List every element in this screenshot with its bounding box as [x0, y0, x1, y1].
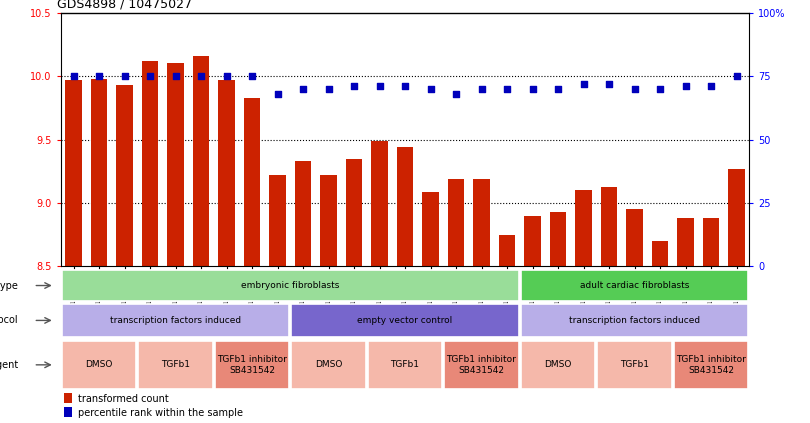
Point	[501, 85, 514, 92]
Point	[475, 85, 488, 92]
Point	[220, 73, 233, 80]
Bar	[295, 161, 311, 266]
Bar	[422, 192, 439, 266]
FancyBboxPatch shape	[368, 341, 442, 389]
Bar	[677, 218, 694, 266]
FancyBboxPatch shape	[292, 304, 518, 337]
Bar	[193, 56, 209, 266]
Text: cell type: cell type	[0, 280, 18, 291]
FancyBboxPatch shape	[62, 270, 518, 301]
Text: DMSO: DMSO	[315, 360, 342, 369]
Point	[577, 80, 590, 87]
Text: DMSO: DMSO	[544, 360, 572, 369]
Bar	[320, 175, 337, 266]
Point	[169, 73, 182, 80]
Bar	[116, 85, 133, 266]
Bar	[703, 218, 719, 266]
Text: transformed count: transformed count	[78, 394, 168, 404]
Text: TGFb1: TGFb1	[390, 360, 420, 369]
Bar	[66, 80, 82, 266]
FancyBboxPatch shape	[597, 341, 671, 389]
Point	[654, 85, 667, 92]
Point	[679, 83, 692, 90]
Bar	[448, 179, 464, 266]
Text: agent: agent	[0, 360, 18, 370]
Text: protocol: protocol	[0, 316, 18, 325]
Bar	[142, 61, 158, 266]
FancyBboxPatch shape	[674, 341, 748, 389]
Bar	[499, 235, 515, 266]
Bar	[91, 79, 107, 266]
Point	[450, 91, 463, 97]
Point	[373, 83, 386, 90]
Text: TGFb1 inhibitor
SB431542: TGFb1 inhibitor SB431542	[446, 355, 517, 374]
Point	[322, 85, 335, 92]
Text: empty vector control: empty vector control	[357, 316, 453, 325]
Bar	[550, 212, 566, 266]
Bar	[652, 241, 668, 266]
Point	[552, 85, 565, 92]
Bar	[397, 147, 413, 266]
Bar	[244, 98, 260, 266]
Point	[730, 73, 743, 80]
Point	[424, 85, 437, 92]
Text: GDS4898 / 10475027: GDS4898 / 10475027	[58, 0, 192, 10]
Text: percentile rank within the sample: percentile rank within the sample	[78, 408, 243, 418]
Bar	[575, 190, 592, 266]
Text: TGFb1 inhibitor
SB431542: TGFb1 inhibitor SB431542	[217, 355, 287, 374]
Bar	[269, 175, 286, 266]
Point	[92, 73, 105, 80]
Bar	[218, 80, 235, 266]
Point	[245, 73, 258, 80]
Bar	[473, 179, 490, 266]
FancyBboxPatch shape	[62, 341, 136, 389]
FancyBboxPatch shape	[521, 270, 748, 301]
Point	[271, 91, 284, 97]
Point	[705, 83, 718, 90]
Bar	[346, 159, 362, 266]
Bar	[371, 141, 388, 266]
Point	[347, 83, 360, 90]
Bar	[601, 187, 617, 266]
Point	[526, 85, 539, 92]
Point	[603, 80, 616, 87]
Text: embryonic fibroblasts: embryonic fibroblasts	[241, 281, 339, 290]
Point	[67, 73, 80, 80]
FancyBboxPatch shape	[62, 304, 289, 337]
Text: TGFb1: TGFb1	[161, 360, 190, 369]
FancyBboxPatch shape	[292, 341, 366, 389]
FancyBboxPatch shape	[521, 341, 595, 389]
Bar	[64, 407, 72, 417]
FancyBboxPatch shape	[444, 341, 518, 389]
FancyBboxPatch shape	[215, 341, 289, 389]
Text: TGFb1: TGFb1	[620, 360, 649, 369]
Point	[628, 85, 641, 92]
Bar	[64, 393, 72, 404]
Bar	[167, 63, 184, 266]
Text: DMSO: DMSO	[85, 360, 113, 369]
Text: transcription factors induced: transcription factors induced	[110, 316, 241, 325]
FancyBboxPatch shape	[139, 341, 213, 389]
Bar	[626, 209, 643, 266]
Bar	[524, 216, 541, 266]
Text: transcription factors induced: transcription factors induced	[569, 316, 700, 325]
Bar	[728, 169, 744, 266]
Text: adult cardiac fibroblasts: adult cardiac fibroblasts	[580, 281, 689, 290]
Point	[118, 73, 131, 80]
Point	[399, 83, 411, 90]
Point	[194, 73, 207, 80]
Point	[143, 73, 156, 80]
Text: TGFb1 inhibitor
SB431542: TGFb1 inhibitor SB431542	[676, 355, 746, 374]
Point	[296, 85, 309, 92]
FancyBboxPatch shape	[521, 304, 748, 337]
